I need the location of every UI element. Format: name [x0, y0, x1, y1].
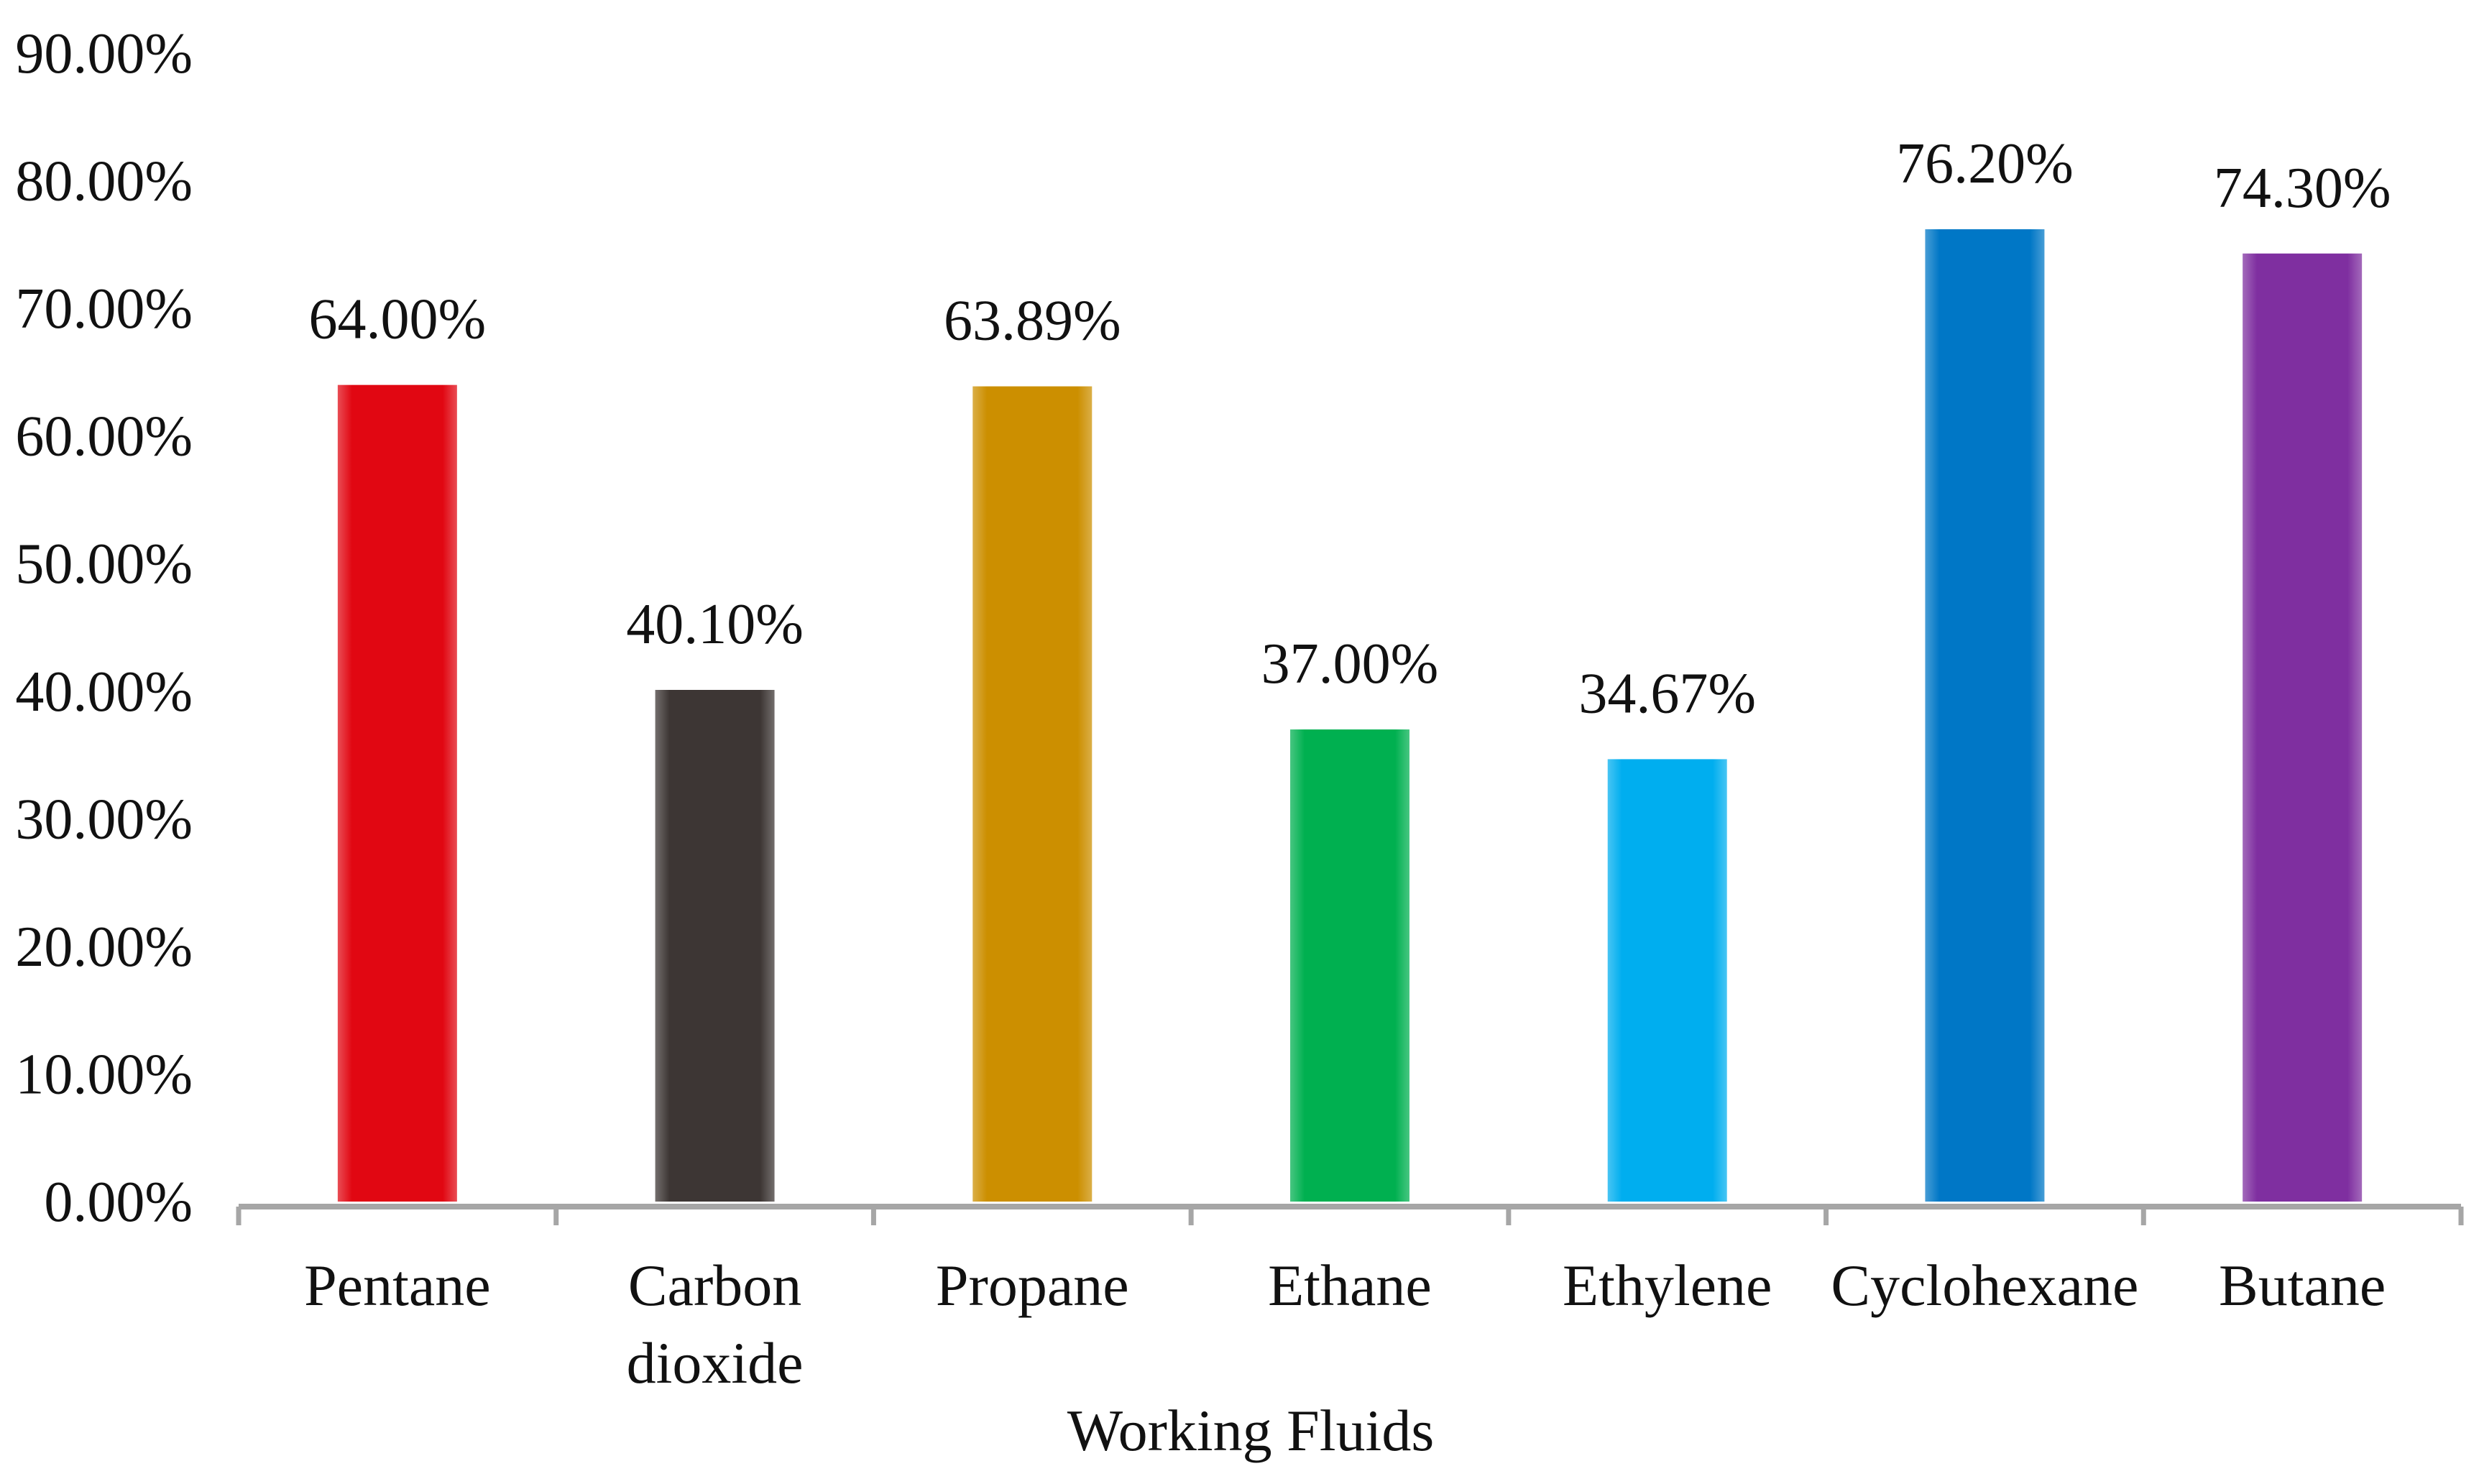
- x-tick-label: Cyclohexane: [1831, 1253, 2138, 1318]
- data-label: 37.00%: [1261, 632, 1439, 696]
- y-tick-label: 30.00%: [15, 788, 193, 851]
- bar: [1925, 229, 2045, 1202]
- x-tick-label: Ethane: [1268, 1253, 1432, 1318]
- y-tick-label: 40.00%: [15, 660, 193, 724]
- y-tick-label: 50.00%: [15, 533, 193, 596]
- y-tick-label: 90.00%: [15, 22, 193, 86]
- x-tick-label: Carbon dioxide: [627, 1253, 804, 1396]
- data-labels: 64.00% 40.10% 63.89% 37.00% 34.67% 76.20% 74.3…: [309, 132, 2391, 725]
- bar: [655, 690, 775, 1202]
- y-tick-label: 10.00%: [15, 1043, 193, 1106]
- bars: [337, 229, 2363, 1202]
- data-label: 40.10%: [626, 593, 804, 656]
- bar: [337, 384, 457, 1202]
- y-tick-label: 80.00%: [15, 150, 193, 213]
- y-axis-ticks: 0.00% 10.00% 20.00% 30.00% 40.00% 50.00% 60.00…: [15, 22, 193, 1234]
- x-axis-ticks: Pentane Carbon dioxide Propane Ethane Ethylen…: [304, 1253, 2386, 1396]
- bar: [972, 386, 1093, 1202]
- bar: [2243, 253, 2363, 1202]
- x-tick-label: Propane: [936, 1253, 1129, 1318]
- x-axis-title: Working Fluids: [1067, 1398, 1435, 1463]
- x-axis: [236, 1204, 2464, 1225]
- y-tick-label: 0.00%: [44, 1171, 193, 1234]
- data-label: 64.00%: [309, 288, 487, 351]
- y-tick-label: 60.00%: [15, 405, 193, 469]
- bar: [1290, 729, 1409, 1202]
- bar: [1607, 759, 1727, 1202]
- data-label: 34.67%: [1578, 662, 1756, 725]
- x-tick-label: Pentane: [304, 1253, 491, 1318]
- x-tick-label: Ethylene: [1563, 1253, 1772, 1318]
- y-tick-label: 20.00%: [15, 916, 193, 979]
- data-label: 74.30%: [2214, 157, 2391, 220]
- x-tick-label: Butane: [2219, 1253, 2386, 1318]
- data-label: 63.89%: [944, 290, 1121, 353]
- data-label: 76.20%: [1896, 132, 2074, 195]
- y-tick-label: 70.00%: [15, 277, 193, 341]
